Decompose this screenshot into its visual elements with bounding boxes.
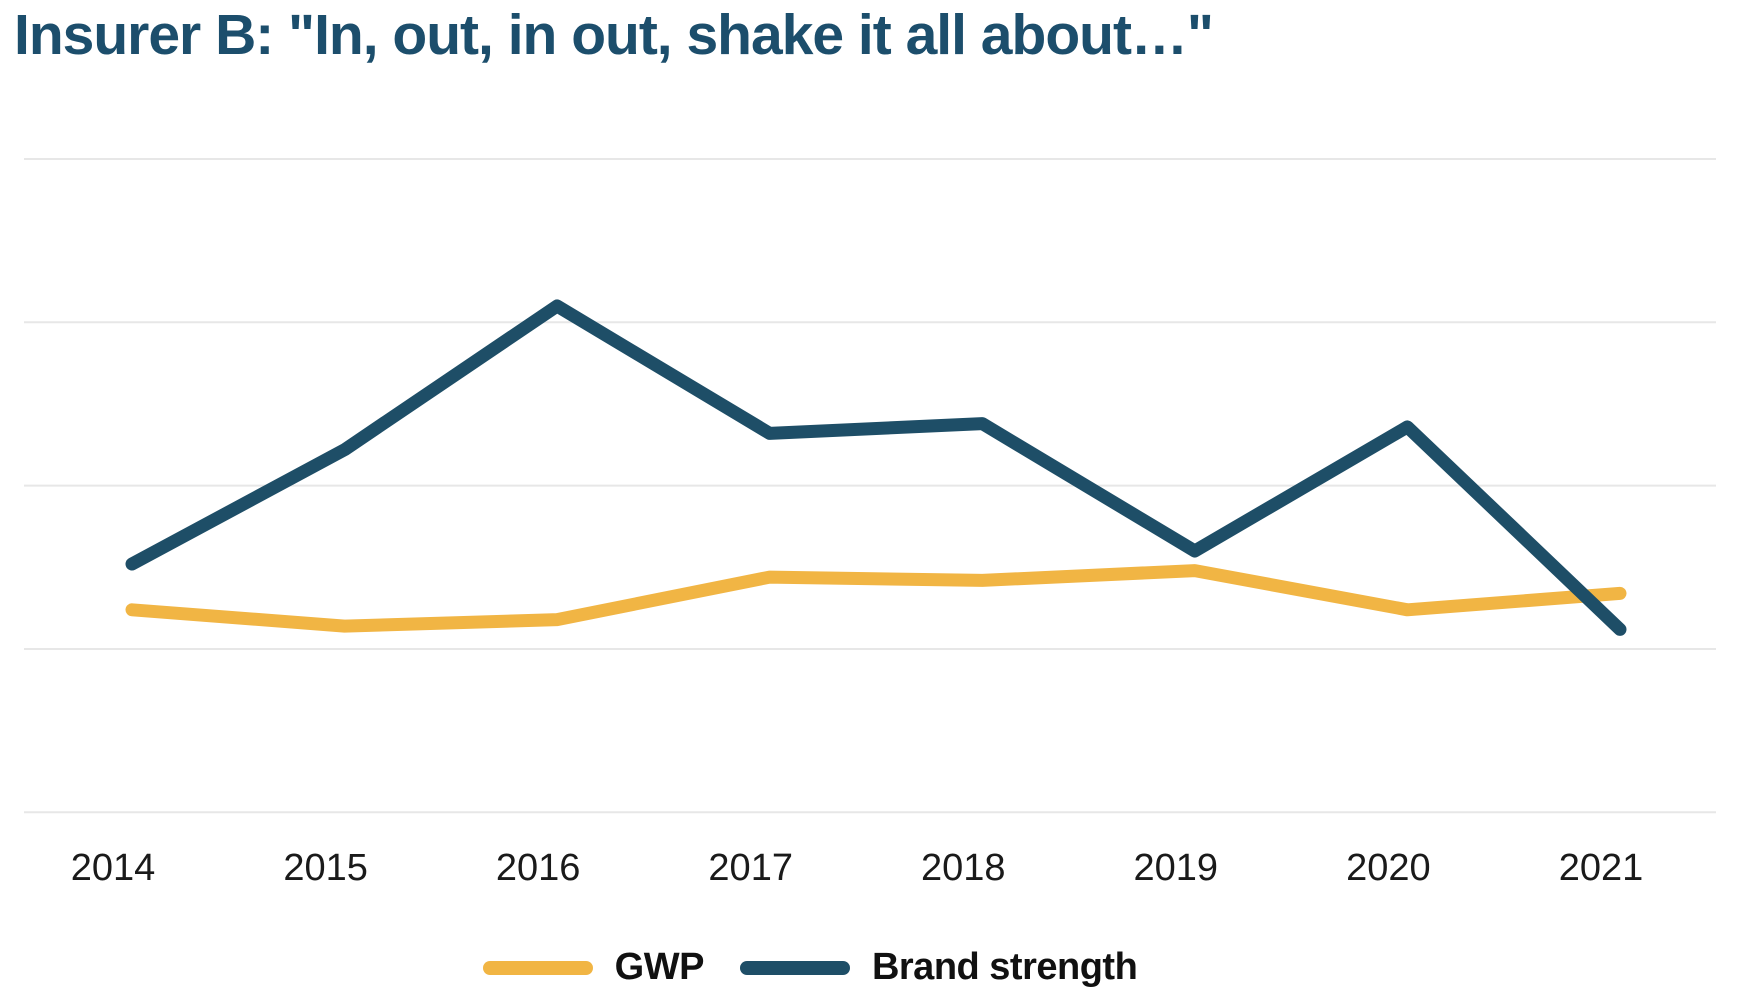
gwp-line xyxy=(125,564,1627,633)
x-axis-label-2018: 2018 xyxy=(921,847,1006,889)
gwp-legend-label: GWP xyxy=(614,946,705,988)
legend-item-gwp: GWP xyxy=(482,946,705,989)
legend-item-brand-strength: Brand strength xyxy=(739,946,1138,989)
chart-title: Insurer B: "In, out, in out, shake it al… xyxy=(14,3,1214,67)
x-axis-label-2015: 2015 xyxy=(283,847,368,889)
brand-strength-legend-swatch xyxy=(739,960,850,975)
x-axis-label-2019: 2019 xyxy=(1134,847,1219,889)
brand-strength-line xyxy=(125,299,1627,636)
x-axis-label-2016: 2016 xyxy=(496,847,581,889)
x-axis-label-2020: 2020 xyxy=(1346,847,1431,889)
brand-strength-legend-label: Brand strength xyxy=(871,946,1138,988)
gwp-legend-swatch xyxy=(482,960,593,975)
x-axis-label-2017: 2017 xyxy=(708,847,793,889)
legend: GWP Brand strength xyxy=(0,946,1680,989)
x-axis-label-2014: 2014 xyxy=(71,847,156,889)
x-axis-label-2021: 2021 xyxy=(1559,847,1644,889)
